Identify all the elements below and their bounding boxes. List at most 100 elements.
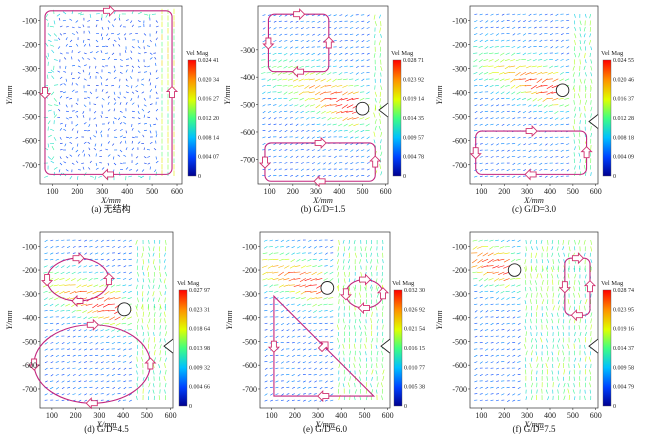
velocity-vector: [353, 91, 359, 94]
velocity-vector: [355, 33, 359, 37]
velocity-vector: [66, 246, 71, 248]
velocity-vector: [117, 348, 121, 350]
velocity-vector: [530, 332, 532, 337]
velocity-vector: [517, 348, 521, 351]
velocity-vector: [490, 354, 494, 357]
velocity-vector: [142, 278, 145, 283]
velocity-vector: [354, 299, 356, 305]
velocity-vector: [297, 374, 301, 377]
velocity-vector: [152, 284, 155, 289]
velocity-vector: [490, 169, 494, 171]
velocity-vector: [269, 303, 273, 305]
velocity-vector: [302, 386, 306, 390]
velocity-vector: [314, 78, 321, 82]
velocity-vector: [113, 108, 115, 112]
velocity-vector: [297, 348, 301, 351]
velocity-vector: [269, 329, 274, 332]
velocity-vector: [533, 149, 537, 152]
velocity-vector: [552, 305, 555, 311]
velocity-vector: [313, 399, 317, 402]
velocity-vector: [51, 156, 55, 161]
velocity-vector: [479, 175, 483, 178]
velocity-vector: [50, 393, 54, 395]
velocity-vector: [83, 153, 85, 157]
velocity-vector: [44, 374, 48, 376]
velocity-vector: [264, 303, 268, 306]
velocity-vector: [285, 297, 290, 299]
velocity-vector: [374, 119, 377, 124]
flow-direction-arrow: [376, 287, 390, 300]
velocity-vector: [56, 380, 59, 383]
velocity-vector: [158, 395, 161, 401]
velocity-vector: [82, 278, 87, 280]
velocity-vector: [129, 169, 133, 171]
velocity-vector: [559, 78, 564, 82]
velocity-vector: [353, 239, 356, 245]
velocity-vector: [300, 117, 304, 119]
velocity-vector: [89, 335, 93, 338]
velocity-vector: [50, 342, 54, 344]
velocity-vector: [83, 386, 87, 389]
velocity-vector: [563, 259, 565, 263]
velocity-vector: [273, 14, 277, 17]
velocity-vector: [279, 290, 284, 293]
velocity-vector: [100, 335, 104, 338]
velocity-vector: [330, 104, 337, 106]
velocity-vector: [131, 136, 135, 139]
velocity-vector: [71, 33, 75, 35]
velocity-vector: [66, 316, 71, 319]
x-tick-label: 100: [46, 411, 58, 420]
velocity-vector: [135, 169, 139, 172]
velocity-vector: [280, 354, 284, 356]
colorbar: [392, 59, 402, 177]
velocity-vector: [524, 325, 527, 330]
velocity-vector: [149, 141, 153, 144]
velocity-vector: [262, 136, 266, 139]
velocity-vector: [128, 342, 132, 345]
velocity-vector: [72, 335, 76, 338]
velocity-vector: [311, 117, 315, 119]
velocity-vector: [590, 106, 593, 112]
velocity-vector: [44, 367, 48, 370]
velocity-vector: [490, 33, 494, 35]
velocity-vector: [533, 104, 537, 107]
velocity-vector: [95, 354, 99, 356]
velocity-vector: [474, 354, 478, 357]
velocity-vector: [164, 362, 166, 369]
velocity-vector: [148, 239, 150, 245]
velocity-vector: [308, 399, 312, 402]
velocity-vector: [294, 104, 299, 107]
velocity-vector: [544, 117, 548, 119]
velocity-vector: [516, 52, 521, 55]
velocity-vector: [568, 394, 571, 401]
velocity-vector: [471, 258, 478, 264]
velocity-vector: [273, 175, 277, 177]
velocity-vector: [148, 284, 150, 289]
colorbar-tick-label: 0.004 09: [613, 155, 634, 161]
velocity-vector: [153, 357, 156, 362]
velocity-vector: [308, 386, 312, 389]
velocity-vector: [100, 342, 104, 344]
x-tick-label: 100: [46, 187, 58, 196]
velocity-vector: [321, 110, 326, 114]
velocity-vector: [124, 37, 127, 41]
velocity-vector: [360, 265, 362, 270]
velocity-vector: [148, 318, 151, 324]
velocity-vector: [348, 246, 350, 251]
velocity-vector: [297, 303, 301, 307]
velocity-vector: [485, 26, 489, 29]
velocity-vector: [124, 140, 127, 144]
colorbar-tick-label: 0: [613, 404, 616, 410]
velocity-vector: [495, 367, 500, 370]
velocity-vector: [283, 52, 288, 56]
velocity-vector: [61, 380, 65, 383]
velocity-vector: [504, 252, 510, 255]
velocity-vector: [474, 175, 478, 178]
velocity-vector: [44, 322, 48, 324]
velocity-vector: [287, 85, 293, 87]
velocity-vector: [131, 140, 133, 144]
velocity-vector: [272, 271, 279, 274]
velocity-vector: [118, 37, 121, 41]
velocity-vector: [304, 97, 310, 102]
x-tick-label: 300: [96, 187, 108, 196]
